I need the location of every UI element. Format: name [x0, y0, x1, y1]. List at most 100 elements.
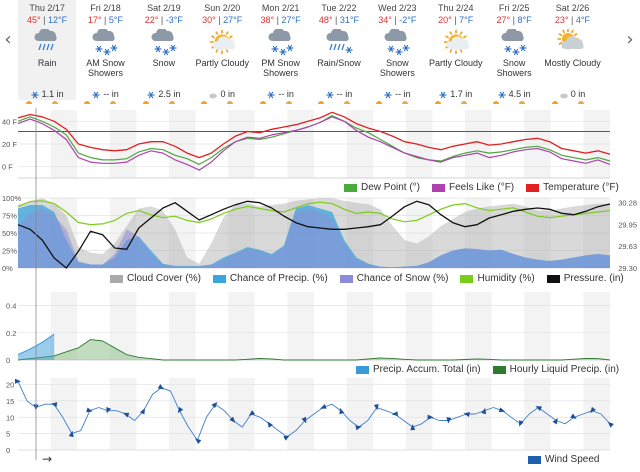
cloud-shape [561, 36, 585, 49]
day-date: Sun 2/20 [204, 3, 241, 13]
temp-y-tick: 40 F [2, 117, 17, 126]
legend-wind-speed[interactable]: Wind Speed [528, 454, 599, 465]
day-condition: Mostly Cloudy [544, 58, 601, 68]
snowflake-shape [395, 48, 403, 56]
day-card[interactable]: Sat 2/26 23° | 4°F Mostly Cloudy 0 in [543, 0, 601, 100]
cloud-icon [559, 93, 568, 98]
day-card[interactable]: Tue 2/22 48° | 31°F Rain/Snow -- in [310, 0, 368, 100]
day-temps: 48° | 31°F [318, 15, 359, 25]
swatch [528, 455, 541, 464]
day-precip: 1.7 in [427, 89, 485, 100]
day-temps: 38° | 27°F [260, 15, 301, 25]
previous-days-button[interactable]: ‹ [4, 29, 12, 50]
day-precip: 0 in [543, 89, 601, 100]
rain-drop [337, 43, 341, 51]
wind-direction-arrow [519, 420, 524, 427]
day-temps: 17° | 5°F [87, 15, 123, 25]
wind-direction-arrow [267, 421, 273, 428]
day-card[interactable]: Fri 2/18 17° | 5°F AM Snow Showers -- in [76, 0, 134, 100]
day-high-temp: 45° [27, 15, 41, 25]
snowflake-shape [439, 91, 447, 98]
swatch [432, 183, 446, 192]
day-card[interactable]: Fri 2/25 27° | 8°F Snow Showers 4.5 in [485, 0, 543, 100]
legend-chance-snow[interactable]: Chance of Snow (%) [339, 273, 448, 284]
cloud-shape [34, 29, 57, 41]
day-card[interactable]: Sat 2/19 22° | -3°F Snow 2.5 in [135, 0, 193, 100]
day-high-temp: 38° [260, 15, 275, 25]
snowflake-shape [519, 44, 527, 52]
next-days-button[interactable]: › [626, 29, 634, 50]
scroll-right-arrow-icon[interactable]: → [42, 452, 53, 466]
pressure-y-tick: 29.63 [618, 242, 637, 251]
wind-direction-arrow [68, 430, 74, 438]
cloud-legend: Cloud Cover (%) Chance of Precip. (%) Ch… [98, 273, 624, 284]
night-band [346, 378, 374, 450]
rain-snow-icon [326, 29, 353, 54]
night-band [464, 292, 492, 360]
swatch [344, 183, 357, 192]
legend-dew-point[interactable]: Dew Point (°) [344, 182, 420, 193]
day-date: Sat 2/26 [555, 3, 590, 13]
swatch [526, 183, 540, 192]
wind-direction-arrow [320, 404, 327, 409]
day-precip-amount: 0 in [570, 89, 586, 99]
legend-feels-like[interactable]: Feels Like (°F) [432, 182, 514, 193]
chance-snow-area [18, 208, 610, 268]
moon-icon [110, 101, 117, 104]
day-high-temp: 20° [438, 15, 452, 25]
snowflake-shape [267, 91, 275, 98]
pressure-y-tick: 30.28 [618, 199, 637, 208]
day-low-temp: 7°F [459, 15, 474, 25]
day-low-temp: 31°F [339, 15, 359, 25]
rain-drop [341, 43, 345, 51]
night-band [346, 292, 374, 360]
legend-temperature[interactable]: Temperature (°F) [526, 182, 619, 193]
day-high-temp: 30° [202, 15, 216, 25]
wind-y-tick: 20 [6, 381, 14, 390]
temperature-line [17, 111, 611, 159]
day-date: Fri 2/25 [498, 3, 530, 13]
day-low-temp: 5°F [108, 15, 123, 25]
precip-legend: Precip. Accum. Total (in) Hourly Liquid … [344, 364, 619, 375]
wind-direction-arrow [373, 404, 379, 411]
legend-cloud-cover[interactable]: Cloud Cover (%) [110, 273, 201, 284]
legend-chance-precip[interactable]: Chance of Precip. (%) [212, 273, 328, 284]
day-card[interactable]: Thu 2/24 20° | 7°F Partly Cloudy 1.7 in [427, 0, 485, 100]
snowflake-shape [286, 44, 294, 52]
wind-legend: Wind Speed [516, 454, 599, 465]
snow-shower-icon [384, 29, 410, 56]
day-temps: 27° | 8°F [496, 15, 532, 25]
legend-pressure[interactable]: Pressure. (in) [546, 273, 624, 284]
snowflake-shape [279, 48, 287, 56]
snowflake-shape [497, 91, 506, 98]
cloud-y-tick: 25% [2, 247, 17, 256]
snowflake-shape [512, 48, 520, 56]
moon-icon [285, 101, 292, 104]
cloud-shape [151, 29, 174, 41]
day-card[interactable]: Mon 2/21 38° | 27°F PM Snow Showers -- i… [252, 0, 310, 100]
day-precip-amount: -- in [395, 89, 411, 99]
snowflake-icon [384, 91, 392, 98]
day-precip: 4.5 in [485, 89, 543, 100]
snowflake-icon [267, 91, 275, 98]
day-card[interactable]: Thu 2/17 45° | 12°F Rain 1.1 in [18, 0, 77, 100]
cloud-shape [501, 29, 524, 41]
legend-precip-total[interactable]: Precip. Accum. Total (in) [356, 364, 481, 375]
day-condition: Partly Cloudy [428, 58, 483, 68]
sun-icon [84, 101, 91, 104]
precip-y-tick: 0 [6, 356, 10, 365]
rain-drop [333, 43, 337, 51]
legend-liquid-precip[interactable]: Hourly Liquid Precip. (in) [492, 364, 619, 375]
wind-direction-arrow [463, 412, 470, 417]
cloud-shape [559, 93, 568, 98]
snowflake-shape [402, 44, 410, 52]
wind-y-tick: 15 [6, 397, 14, 406]
legend-humidity[interactable]: Humidity (%) [460, 273, 535, 284]
day-card[interactable]: Wed 2/23 34° | -2°F Snow Showers -- in [368, 0, 426, 100]
partly-cloudy-icon [210, 30, 236, 54]
swatch [546, 274, 560, 283]
day-card[interactable]: Sun 2/20 30° | 27°F Partly Cloudy 0 in [193, 0, 251, 100]
snowflake-shape [169, 44, 177, 52]
day-temps: 30° | 27°F [202, 15, 243, 25]
